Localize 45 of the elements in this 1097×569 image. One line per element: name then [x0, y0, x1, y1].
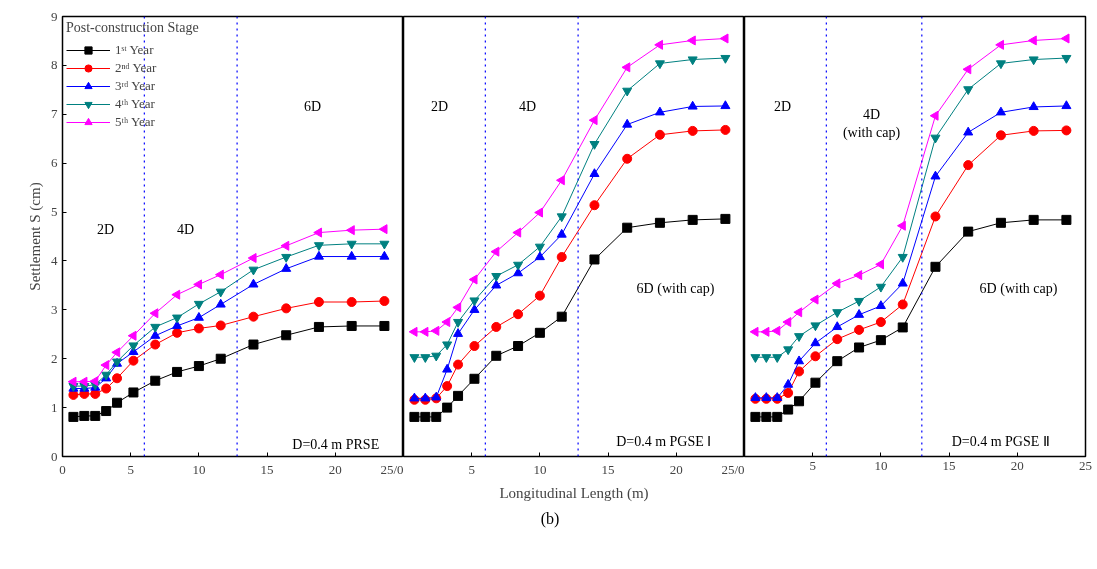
y-tick-label: 2	[51, 350, 58, 366]
annotation: 2D	[430, 99, 449, 114]
x-tick-label: 5	[127, 461, 134, 477]
annotation: 2D	[773, 99, 792, 114]
x-tick-label: 5	[809, 457, 816, 473]
y-tick-label: 9	[51, 8, 58, 24]
y-tick-label: 4	[51, 252, 58, 268]
annotation: 2D	[96, 222, 115, 237]
y-tick-label: 1	[51, 399, 58, 415]
legend-title: Post-construction Stage	[66, 20, 199, 36]
x-tick-label: 15	[601, 461, 615, 477]
x-tick-label: 10	[874, 457, 888, 473]
x-tick-label: 20	[1010, 457, 1024, 473]
text: (b)	[540, 509, 560, 530]
x-tick-label: 10	[533, 461, 547, 477]
legend-label: 1ˢᵗ Year	[115, 41, 154, 59]
x-axis-title: Longitudinal Length (m)	[499, 484, 649, 502]
x-tick-label: 15	[942, 457, 956, 473]
annotation: 4D	[176, 222, 195, 237]
annotation: 6D (with cap)	[636, 281, 715, 297]
annotation: D=0.4 m PGSE Ⅰ	[616, 434, 712, 449]
legend-label: 5ᵗʰ Year	[115, 113, 155, 131]
x-tick-label: 15	[260, 461, 274, 477]
y-tick-label: 5	[51, 204, 58, 220]
x-tick-label: 5	[468, 461, 475, 477]
y-tick-label: 3	[51, 301, 58, 317]
x-tick-label: 25	[1079, 457, 1092, 473]
x-tick-label: 25/0	[380, 461, 404, 477]
y-tick-label: 8	[51, 57, 58, 73]
y-tick-label: 7	[51, 106, 58, 122]
x-tick-label: 20	[669, 461, 683, 477]
legend-label: 3ʳᵈ Year	[115, 77, 156, 95]
annotation: D=0.4 m PGSE Ⅱ	[951, 434, 1050, 449]
x-tick-label: 20	[328, 461, 342, 477]
legend-label: 4ᵗʰ Year	[115, 95, 155, 113]
annotation: 6D (with cap)	[979, 281, 1058, 297]
legend-label: 2ⁿᵈ Year	[115, 59, 157, 77]
y-tick-label: 6	[51, 155, 58, 171]
y-axis-title: Settlement S (cm)	[27, 182, 44, 291]
x-tick-label: 10	[192, 461, 206, 477]
annotation: 4D (with cap)	[842, 107, 901, 141]
annotation: 6D	[303, 99, 322, 114]
annotation: D=0.4 m PRSE	[292, 437, 380, 452]
x-tick-label: 25/0	[721, 461, 745, 477]
annotation: 4D	[518, 99, 537, 114]
